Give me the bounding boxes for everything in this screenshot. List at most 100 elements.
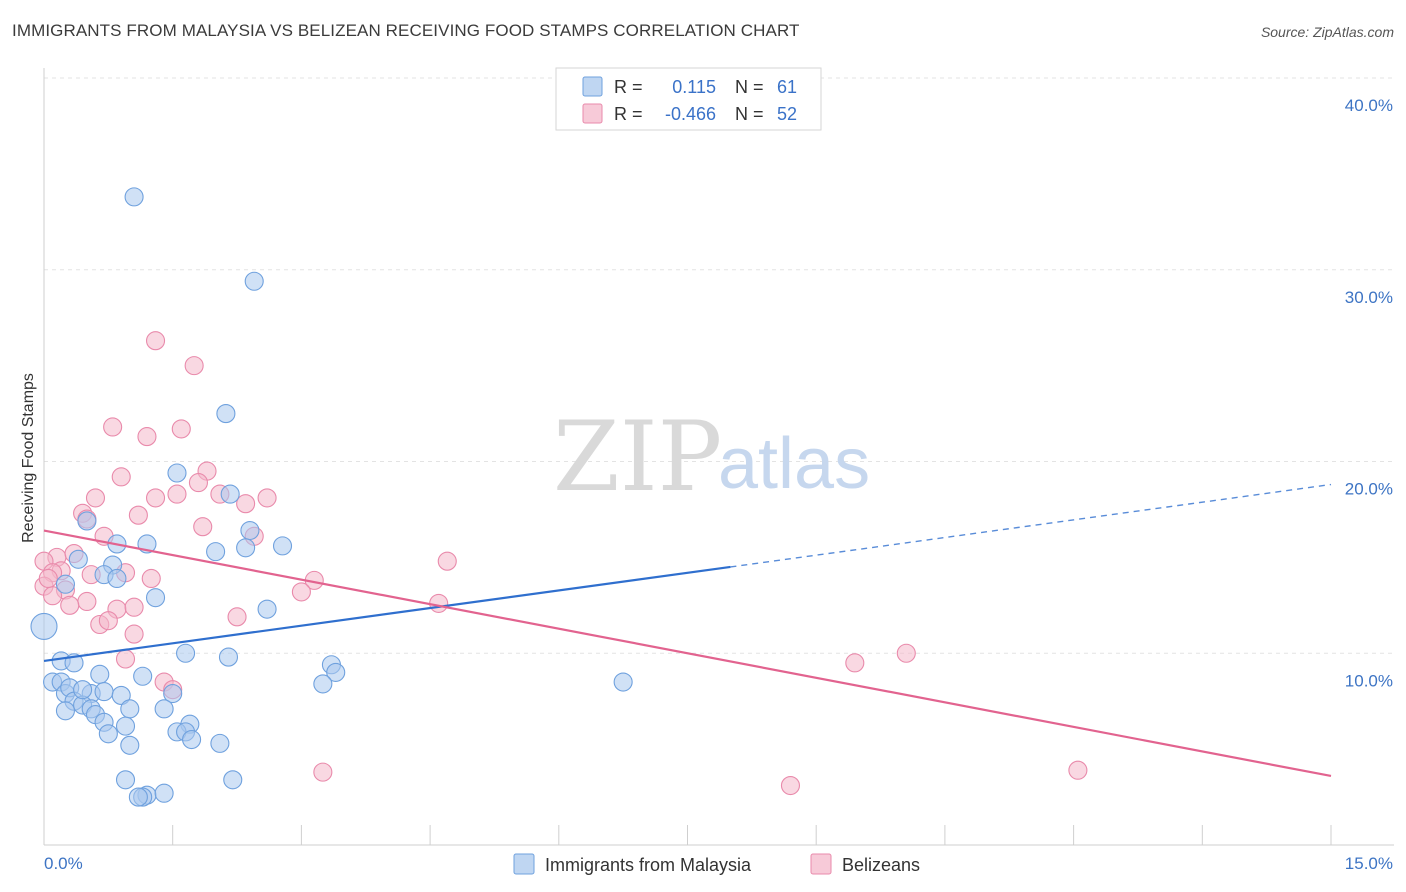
data-point-belizeans xyxy=(313,762,333,782)
y-tick-label: 20.0% xyxy=(1345,480,1393,499)
series-malaysia-points xyxy=(30,187,633,807)
data-point-malaysia xyxy=(182,729,202,750)
data-point-malaysia xyxy=(220,484,240,504)
data-point-belizeans xyxy=(141,568,161,589)
legend-r-value-belizeans: -0.466 xyxy=(665,104,716,124)
data-point-belizeans xyxy=(124,624,144,644)
grid xyxy=(44,77,1394,654)
y-axis-title: Receiving Food Stamps xyxy=(20,373,37,543)
data-point-belizeans xyxy=(896,643,916,663)
data-point-malaysia xyxy=(115,716,136,736)
data-point-belizeans xyxy=(98,611,118,631)
x-tick-label: 15.0% xyxy=(1345,854,1393,873)
data-point-belizeans xyxy=(38,568,58,589)
trend-line-belizeans xyxy=(43,529,1332,778)
data-point-belizeans xyxy=(1068,760,1088,780)
data-point-malaysia xyxy=(216,404,236,424)
legend-n-label-malaysia: N = xyxy=(735,77,764,97)
data-point-malaysia xyxy=(272,536,293,556)
data-point-malaysia xyxy=(115,770,136,790)
chart-title: IMMIGRANTS FROM MALAYSIA VS BELIZEAN REC… xyxy=(12,21,800,40)
data-point-belizeans xyxy=(103,417,123,437)
watermark: ZIP atlas xyxy=(553,401,870,513)
data-point-belizeans xyxy=(128,505,148,525)
data-point-malaysia xyxy=(154,783,174,803)
data-point-malaysia xyxy=(98,724,118,744)
data-point-malaysia xyxy=(218,647,239,667)
data-point-belizeans xyxy=(291,582,311,602)
data-point-malaysia xyxy=(167,463,187,483)
y-tick-label: 10.0% xyxy=(1345,671,1393,690)
data-point-belizeans xyxy=(137,427,157,447)
data-point-malaysia xyxy=(90,664,110,684)
data-point-belizeans xyxy=(780,776,801,796)
bottom-legend-label-malaysia: Immigrants from Malaysia xyxy=(545,855,752,875)
watermark-zip: ZIP xyxy=(553,401,722,513)
data-point-malaysia xyxy=(210,733,230,753)
x-tick-labels: 0.0% 15.0% xyxy=(44,854,1393,873)
y-tick-label: 30.0% xyxy=(1345,288,1393,307)
data-point-belizeans xyxy=(193,517,213,537)
data-point-belizeans xyxy=(60,595,80,615)
data-point-malaysia xyxy=(236,538,256,558)
legend-n-value-belizeans: 52 xyxy=(777,104,797,124)
x-tick-label: 0.0% xyxy=(44,854,83,873)
chart-source: Source: ZipAtlas.com xyxy=(1260,24,1394,40)
legend-r-label-malaysia: R = xyxy=(614,77,643,97)
y-tick-labels: 10.0% 20.0% 30.0% 40.0% xyxy=(1345,96,1393,690)
watermark-atlas: atlas xyxy=(718,424,870,504)
data-point-malaysia xyxy=(240,520,260,541)
data-point-malaysia xyxy=(107,568,127,589)
bottom-legend: Immigrants from Malaysia Belizeans xyxy=(513,853,920,875)
data-point-malaysia xyxy=(111,685,131,705)
data-point-malaysia xyxy=(313,674,333,694)
data-point-belizeans xyxy=(236,494,256,514)
data-point-belizeans xyxy=(184,356,204,376)
data-point-belizeans xyxy=(188,473,208,493)
data-point-malaysia xyxy=(244,271,264,291)
data-point-malaysia xyxy=(176,643,196,663)
axes xyxy=(43,68,1394,846)
data-point-belizeans xyxy=(77,591,97,612)
trend-line-malaysia-extension xyxy=(730,483,1332,568)
data-point-belizeans xyxy=(257,488,277,508)
data-point-malaysia xyxy=(124,187,144,207)
data-point-malaysia xyxy=(206,542,226,562)
data-point-belizeans xyxy=(437,551,457,571)
data-point-malaysia xyxy=(120,735,140,755)
legend-r-value-malaysia: 0.115 xyxy=(672,77,716,97)
bottom-legend-label-belizeans: Belizeans xyxy=(842,855,920,875)
data-point-belizeans xyxy=(111,467,131,487)
data-point-belizeans xyxy=(145,488,166,508)
data-point-malaysia xyxy=(163,683,183,704)
data-point-belizeans xyxy=(227,607,247,627)
x-ticks xyxy=(43,825,1332,845)
data-point-malaysia xyxy=(73,680,93,700)
data-point-belizeans xyxy=(85,488,106,508)
legend-swatch-belizeans xyxy=(582,103,603,124)
data-point-malaysia xyxy=(326,662,346,682)
bottom-legend-swatch-malaysia xyxy=(513,853,535,875)
trend-lines xyxy=(43,483,1332,778)
data-point-malaysia xyxy=(77,511,97,531)
data-point-malaysia xyxy=(154,699,174,719)
data-point-belizeans xyxy=(845,653,865,673)
data-point-belizeans xyxy=(171,419,191,439)
data-point-malaysia xyxy=(145,588,166,608)
data-point-belizeans xyxy=(124,597,144,617)
legend-swatch-malaysia xyxy=(582,76,603,97)
data-point-belizeans xyxy=(115,649,136,669)
data-point-malaysia xyxy=(128,787,148,807)
data-point-malaysia xyxy=(257,599,277,619)
data-point-malaysia xyxy=(94,682,114,702)
data-point-belizeans xyxy=(429,593,449,613)
data-point-belizeans xyxy=(167,484,187,504)
data-point-malaysia xyxy=(133,666,153,686)
data-point-malaysia xyxy=(68,549,88,569)
bottom-legend-swatch-belizeans xyxy=(810,853,832,875)
data-point-malaysia xyxy=(55,701,75,721)
legend-n-label-belizeans: N = xyxy=(735,104,764,124)
data-point-malaysia xyxy=(55,574,75,594)
trend-line-malaysia xyxy=(43,565,731,663)
